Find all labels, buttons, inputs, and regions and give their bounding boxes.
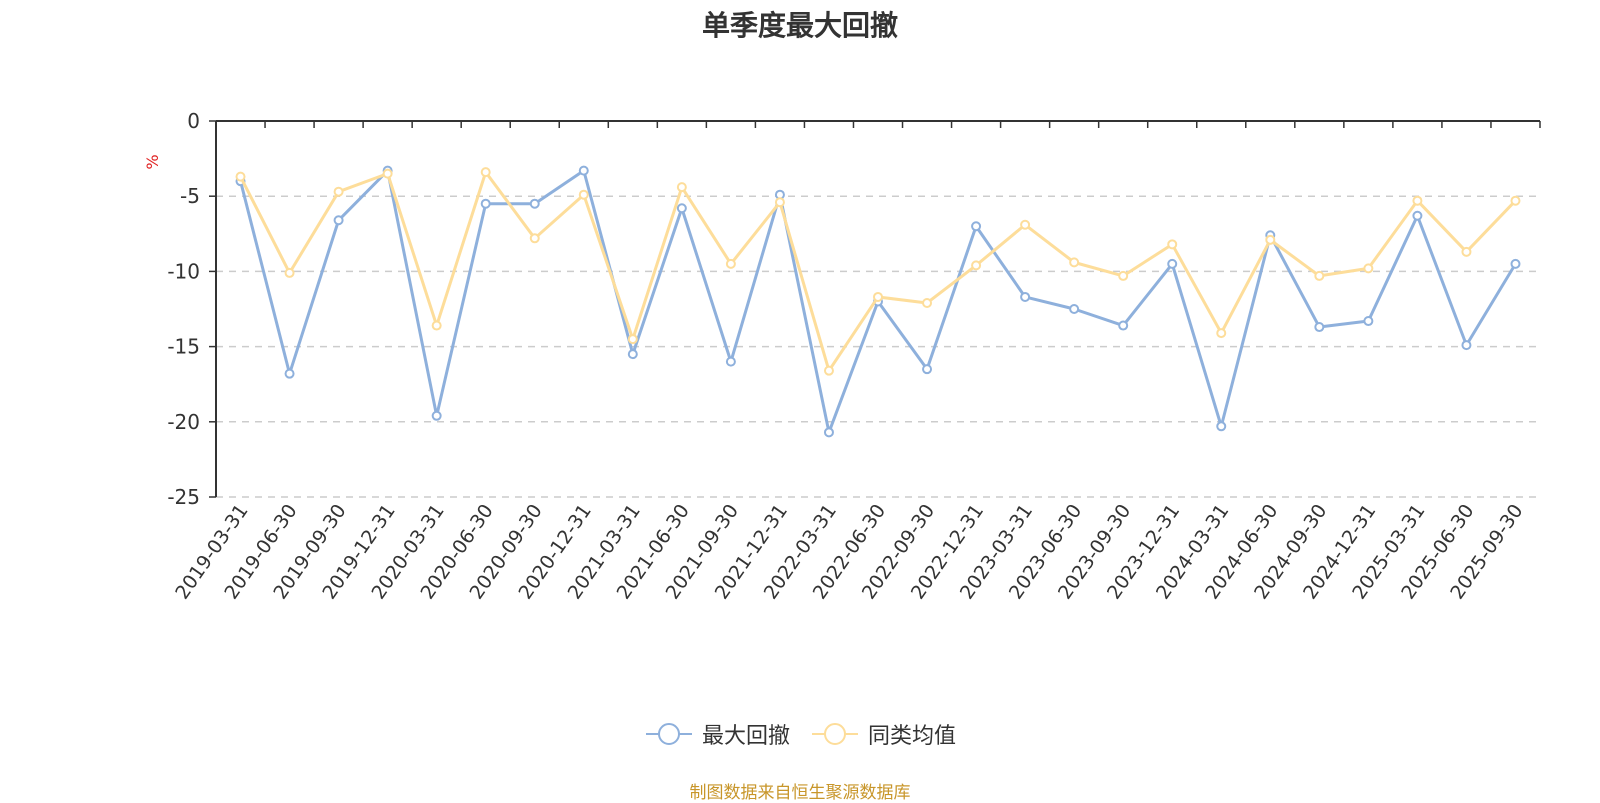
data-point <box>578 165 589 176</box>
data-point <box>1265 234 1276 245</box>
data-point <box>333 215 344 226</box>
data-point <box>922 364 933 375</box>
data-point <box>382 168 393 179</box>
data-point <box>823 365 834 376</box>
source-note: 制图数据来自恒生聚源数据库 <box>689 783 911 803</box>
legend-circle <box>657 723 680 745</box>
data-point <box>774 197 785 208</box>
data-point <box>1069 257 1080 268</box>
data-point <box>1510 195 1521 206</box>
data-point <box>480 198 491 209</box>
data-point <box>1118 270 1129 281</box>
data-point <box>922 297 933 308</box>
data-point <box>971 260 982 271</box>
data-point <box>235 171 246 182</box>
data-point <box>529 233 540 244</box>
data-point <box>1167 258 1178 269</box>
y-tick-label: -10 <box>167 259 200 283</box>
data-point <box>284 368 295 379</box>
y-axis-ticks: 0 -5 -10 -15 -20 -25 <box>167 109 216 509</box>
legend: 最大回撤 同类均值 <box>0 718 1600 754</box>
data-point <box>1412 195 1423 206</box>
data-point <box>676 182 687 193</box>
data-point <box>1167 239 1178 250</box>
data-point <box>1069 304 1080 314</box>
data-point <box>627 334 638 345</box>
data-point <box>725 356 736 367</box>
legend-item-1[interactable]: 最大回撤 <box>644 718 790 750</box>
data-point <box>431 320 442 331</box>
data-point <box>480 167 491 178</box>
data-point <box>1363 263 1374 274</box>
data-point <box>333 186 344 197</box>
data-point <box>1216 328 1227 339</box>
data-point <box>1314 322 1325 333</box>
data-point <box>1461 340 1472 351</box>
data-point <box>1020 291 1031 302</box>
legend-circle <box>824 723 846 745</box>
data-point <box>1118 320 1129 331</box>
line-chart: 0-5-10-15-20-25 2019-03-312019-06-302019… <box>143 109 1541 603</box>
data-point <box>1412 210 1423 221</box>
legend-marker-icon <box>812 723 858 745</box>
gridlines <box>216 195 1540 498</box>
y-tick-label: -25 <box>167 485 200 509</box>
data-point <box>971 221 982 232</box>
chart-title: 单季度最大回撤 <box>701 9 898 42</box>
data-point <box>1216 421 1227 432</box>
data-point <box>284 267 295 278</box>
axes <box>215 120 1540 497</box>
y-tick-label: -20 <box>167 410 200 434</box>
data-point <box>725 258 736 269</box>
data-point <box>676 203 687 214</box>
series-group <box>235 165 1521 438</box>
data-point <box>1510 258 1521 269</box>
data-point <box>578 189 589 200</box>
legend-label: 同类均值 <box>868 724 957 749</box>
y-tick-label: -5 <box>180 184 200 208</box>
y-tick-label: -15 <box>167 335 200 359</box>
y-axis-label: % <box>143 154 162 169</box>
legend-item-2[interactable]: 同类均值 <box>810 718 956 750</box>
data-point <box>431 410 442 421</box>
data-point <box>627 349 638 360</box>
data-point <box>873 291 883 302</box>
legend-label: 最大回撤 <box>701 724 790 749</box>
data-point <box>529 198 540 209</box>
data-point <box>1461 246 1472 257</box>
legend-marker-icon <box>645 723 692 745</box>
data-point <box>1314 270 1325 281</box>
data-point <box>1363 316 1374 327</box>
data-point <box>823 427 834 438</box>
data-point <box>1020 219 1031 230</box>
y-tick-label: 0 <box>187 109 200 133</box>
